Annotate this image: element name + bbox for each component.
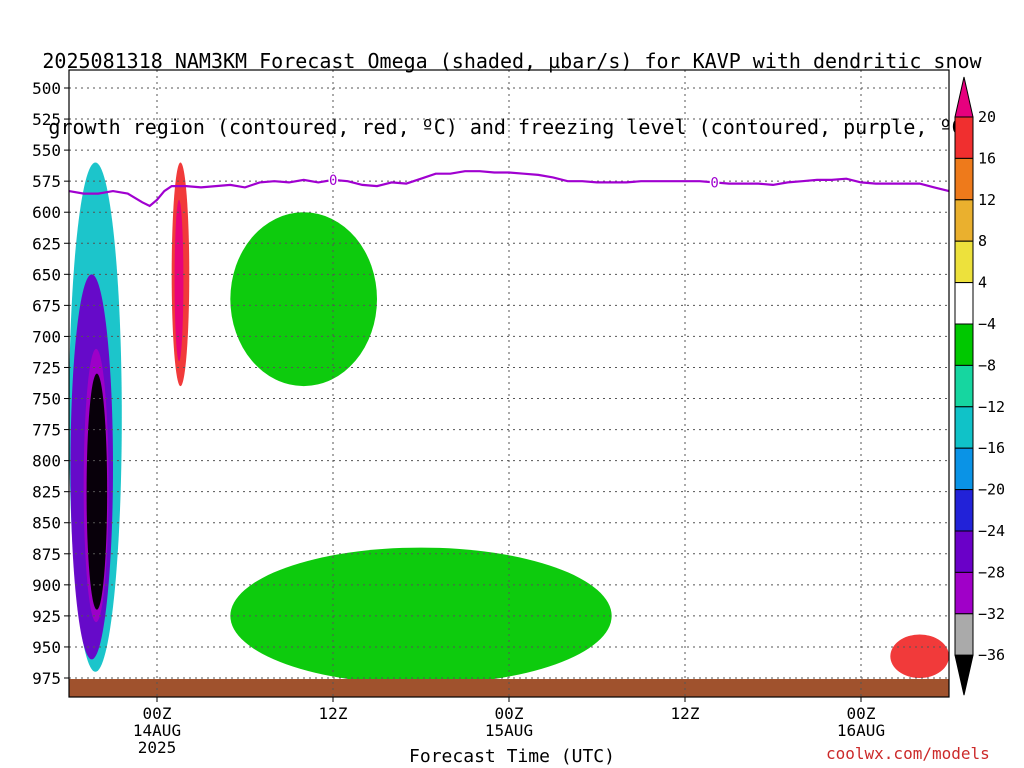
colorbar-label: 20 xyxy=(978,108,996,126)
omega-region-subsidence xyxy=(174,199,184,362)
colorbar-segment xyxy=(954,282,974,325)
y-tick-label: 650 xyxy=(32,265,61,284)
colorbar-segment xyxy=(954,323,974,366)
colorbar-label: −4 xyxy=(978,315,996,333)
omega-region-ascent xyxy=(230,212,377,387)
y-tick-label: 975 xyxy=(32,669,61,688)
chart-title-line-2: growth region (contoured, red, ºC) and f… xyxy=(48,115,976,139)
y-tick-label: 500 xyxy=(32,79,61,98)
y-tick-label: 625 xyxy=(32,234,61,253)
grid-lines xyxy=(69,70,949,697)
colorbar-label: 16 xyxy=(978,149,996,167)
colorbar-segment xyxy=(954,240,974,284)
y-tick-label: 875 xyxy=(32,545,61,564)
colorbar-top-arrow xyxy=(954,76,974,118)
x-tick-year: 2025 xyxy=(138,738,177,757)
colorbar-segment xyxy=(954,571,974,615)
colorbar-bottom-arrow xyxy=(954,654,974,696)
y-tick-label: 575 xyxy=(32,172,61,191)
y-tick-label: 900 xyxy=(32,576,61,595)
y-tick-label: 775 xyxy=(32,421,61,440)
colorbar-segment xyxy=(954,489,974,532)
y-tick-label: 525 xyxy=(32,110,61,129)
chart-title-line-1: 2025081318 NAM3KM Forecast Omega (shaded… xyxy=(42,49,982,73)
y-tick-label: 675 xyxy=(32,296,61,315)
y-tick-label: 750 xyxy=(32,390,61,409)
y-tick-label: 950 xyxy=(32,638,61,657)
colorbar-label: −12 xyxy=(978,398,1005,416)
colorbar-label: 8 xyxy=(978,232,987,250)
x-axis-label: Forecast Time (UTC) xyxy=(409,746,615,767)
x-tick-date: 15AUG xyxy=(485,721,533,740)
y-axis: 500 525 550 575 600 625 650 675 700 725 750 775 800 8… xyxy=(32,79,69,688)
omega-field xyxy=(69,162,950,685)
colorbar-label: −36 xyxy=(978,646,1005,664)
y-tick-label: 850 xyxy=(32,514,61,533)
x-tick-label: 00Z xyxy=(143,704,172,723)
x-tick-label: 12Z xyxy=(319,704,348,723)
y-tick-label: 925 xyxy=(32,607,61,626)
colorbar-label: −24 xyxy=(978,522,1005,540)
y-tick-label: 700 xyxy=(32,327,61,346)
x-tick-date: 16AUG xyxy=(837,721,885,740)
colorbar-label: 12 xyxy=(978,191,996,209)
freezing-level-label: 0 xyxy=(329,173,337,189)
y-tick-label: 725 xyxy=(32,358,61,377)
colorbar-label: −20 xyxy=(978,481,1005,499)
colorbar-segment xyxy=(954,530,974,573)
x-tick-label: 12Z xyxy=(671,704,700,723)
colorbar-segment xyxy=(954,406,974,449)
colorbar-label: −28 xyxy=(978,563,1005,581)
colorbar-segment xyxy=(954,157,974,201)
colorbar-label: 4 xyxy=(978,274,987,292)
omega-region-ascent xyxy=(86,373,108,610)
y-tick-label: 600 xyxy=(32,203,61,222)
colorbar-label: −16 xyxy=(978,439,1005,457)
y-tick-label: 800 xyxy=(32,452,61,471)
colorbar-label: −32 xyxy=(978,605,1005,623)
omega-region-ascent xyxy=(230,547,612,685)
colorbar-label: −8 xyxy=(978,356,996,374)
colorbar-segment xyxy=(954,199,974,242)
credit-link[interactable]: coolwx.com/models xyxy=(826,744,990,763)
colorbar-segment xyxy=(954,364,974,408)
x-tick-date: 14AUG xyxy=(133,721,181,740)
colorbar-segment xyxy=(954,447,974,491)
x-tick-label: 00Z xyxy=(847,704,876,723)
omega-region-subsidence xyxy=(890,634,950,679)
freezing-level-label: 0 xyxy=(710,175,718,191)
y-tick-label: 550 xyxy=(32,141,61,160)
colorbar-segment xyxy=(954,116,974,159)
y-tick-label: 825 xyxy=(32,483,61,502)
freezing-level-line xyxy=(68,170,950,208)
x-tick-label: 00Z xyxy=(495,704,524,723)
colorbar-segment xyxy=(954,613,974,656)
colorbar: 20 16 12 8 4 −4 −8 −12 −16 −20 −24 −28 −32 −36 xyxy=(954,76,1005,696)
